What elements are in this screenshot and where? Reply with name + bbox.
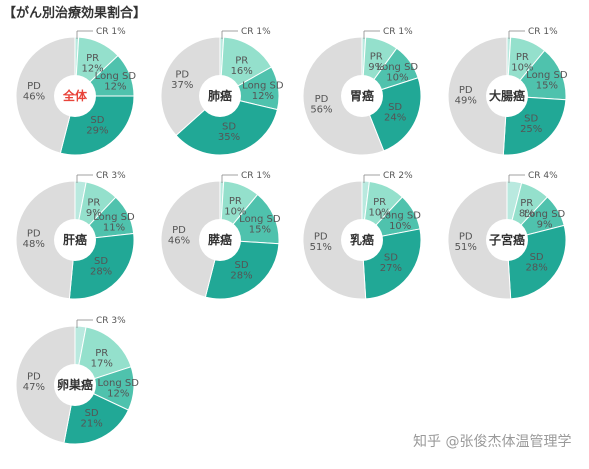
- pie-center-hole: [199, 75, 241, 117]
- slice-label-pr: PR 16%: [231, 55, 253, 76]
- pie-center-label: 乳癌: [350, 232, 374, 247]
- slice-label-longsd: Long SD 12%: [242, 80, 284, 102]
- slice-label-sd: SD 25%: [520, 114, 542, 135]
- slice-label-pr: PR 17%: [91, 348, 113, 370]
- slice-label-pd: PD 51%: [455, 232, 477, 254]
- pie-center-label: 肺癌: [208, 88, 232, 103]
- pie-chart-3: 胃癌 CR 1% PR 9%Long SD 10% SD 24% PD 56%: [302, 27, 422, 156]
- slice-label-longsd: Long SD 9%: [524, 209, 566, 231]
- pie-chart-1: 全体 CR 1% PR 12%Long SD 12% SD 29% PD 46%: [15, 27, 137, 156]
- slice-label-pr: PR 9%: [86, 198, 102, 220]
- slice-label-sd: SD 21%: [80, 408, 102, 430]
- slice-label-pr: PR 8%: [519, 198, 535, 220]
- pie-center-label: 子宮癌: [489, 232, 525, 247]
- slice-label-longsd: Long SD 12%: [95, 71, 137, 93]
- pie-chart-4: 大腸癌 CR 1% PR 10%Long SD 15% SD 25% PD 49%: [447, 27, 568, 156]
- pie-slice-pd: [302, 180, 367, 300]
- slice-label-cr: CR 1%: [383, 27, 413, 37]
- slice-label-pd: PD 37%: [171, 69, 193, 91]
- pie-center-hole: [341, 219, 383, 261]
- pie-slice-pd: [447, 180, 512, 300]
- slice-label-sd: SD 28%: [230, 260, 252, 282]
- slice-label-sd: SD 28%: [525, 252, 547, 274]
- slice-label-cr: CR 4%: [528, 171, 558, 181]
- slice-label-pr: PR 9%: [368, 52, 384, 74]
- watermark-text: 知乎 @张俊杰体温管理学: [413, 434, 572, 450]
- slice-label-longsd: Long SD 11%: [93, 212, 135, 234]
- slice-label-pr: PR 12%: [81, 53, 103, 75]
- pie-slice-pd: [15, 36, 76, 154]
- pie-center-hole: [54, 364, 96, 406]
- pie-center-label: 膵癌: [208, 232, 232, 247]
- slice-label-cr: CR 1%: [96, 27, 126, 37]
- slice-label-pd: PD 46%: [168, 225, 190, 247]
- slice-label-cr: CR 1%: [241, 171, 271, 181]
- slice-label-longsd: Long SD 10%: [379, 210, 421, 232]
- pie-center-hole: [486, 219, 528, 261]
- slice-label-pd: PD 49%: [455, 85, 477, 107]
- slice-label-sd: SD 28%: [90, 256, 112, 278]
- slice-label-pd: PD 56%: [310, 94, 332, 116]
- pie-slice-pd: [15, 325, 76, 444]
- slice-label-longsd: Long SD 10%: [377, 62, 419, 84]
- slice-label-pr: PR 10%: [224, 196, 246, 218]
- pie-chart-8: 子宮癌 CR 4% PR 8%Long SD 9% SD 28% PD 51%: [447, 171, 567, 300]
- pie-chart-6: 膵癌 CR 1% PR 10%Long SD 15% SD 28% PD 46%: [160, 171, 281, 300]
- pie-chart-2: 肺癌 CR 1% PR 16% Long SD 12%SD 35% PD 37%: [160, 27, 284, 156]
- pie-slice-pd: [160, 180, 221, 298]
- slice-label-pd: PD 47%: [23, 371, 45, 393]
- pie-chart-7: 乳癌 CR 2% PR 10%Long SD 10% SD 27% PD 51%: [302, 171, 422, 300]
- pie-center-hole: [341, 75, 383, 117]
- pie-center-label: 胃癌: [350, 88, 374, 103]
- slice-label-sd: SD 27%: [380, 253, 402, 275]
- pie-center-label: 肝癌: [63, 232, 87, 247]
- pie-center-label: 卵巣癌: [57, 377, 93, 392]
- pie-slice-pd: [160, 36, 221, 137]
- slice-label-sd: SD 29%: [86, 115, 108, 137]
- slice-label-pd: PD 48%: [23, 228, 45, 250]
- pie-chart-5: 肝癌 CR 3% PR 9%Long SD 11% SD 28% PD 48%: [15, 171, 135, 300]
- pie-center-label: 全体: [62, 88, 88, 103]
- pie-center-label: 大腸癌: [489, 88, 525, 103]
- pie-center-hole: [54, 219, 96, 261]
- slice-label-pd: PD 46%: [23, 81, 45, 103]
- slice-label-longsd: Long SD 12%: [97, 378, 139, 400]
- slice-label-cr: CR 3%: [96, 316, 126, 326]
- slice-label-sd: SD 35%: [218, 122, 240, 144]
- slice-label-cr: CR 1%: [241, 27, 271, 37]
- pie-slice-pd: [15, 180, 76, 300]
- pie-center-hole: [199, 219, 241, 261]
- slice-label-pd: PD 51%: [310, 232, 332, 254]
- pie-center-hole: [54, 75, 96, 117]
- pie-slice-sd: [175, 95, 279, 156]
- pie-chart-9: 卵巣癌 CR 3% PR 17% Long SD 12% SD 21% PD 47%: [15, 316, 139, 445]
- pie-slice-pd: [447, 36, 508, 156]
- pie-center-hole: [486, 75, 528, 117]
- slice-label-pr: PR 10%: [368, 197, 390, 219]
- slice-label-pr: PR 10%: [511, 52, 533, 74]
- slice-label-longsd: Long SD 15%: [526, 70, 568, 92]
- slice-label-cr: CR 2%: [383, 171, 413, 181]
- slice-label-cr: CR 1%: [528, 27, 558, 37]
- slice-label-sd: SD 24%: [384, 102, 406, 124]
- slice-label-cr: CR 3%: [96, 171, 126, 181]
- page-title: 【がん別治療効果割合】: [3, 6, 147, 21]
- slice-label-longsd: Long SD 15%: [239, 214, 281, 236]
